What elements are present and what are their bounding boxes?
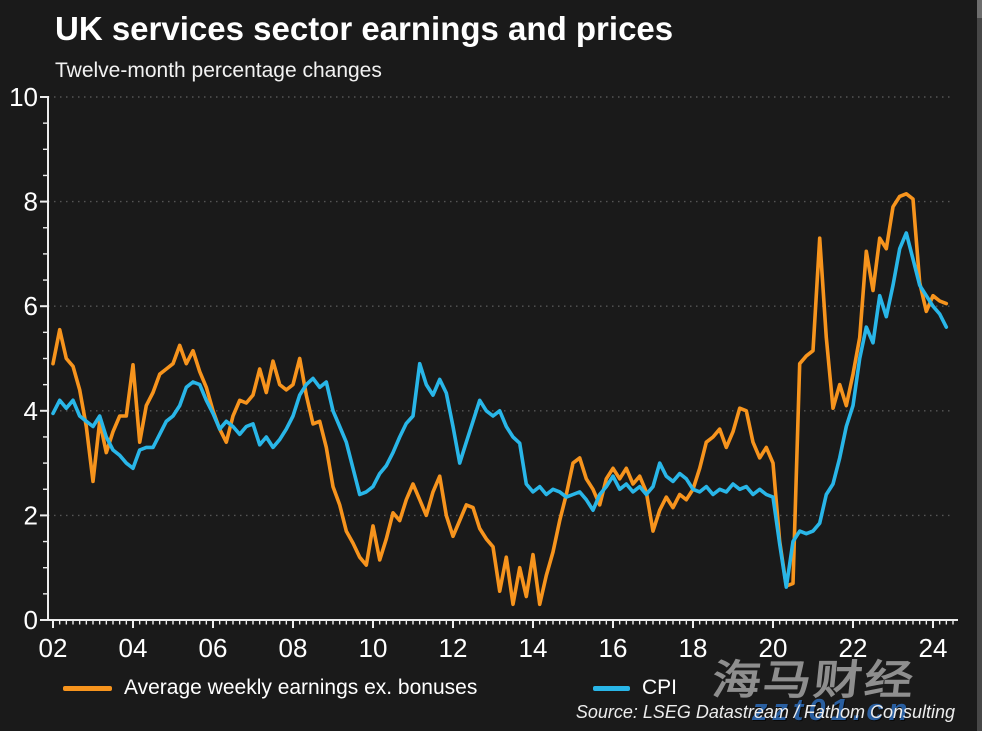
scrollbar-thumb[interactable] [977,0,982,18]
earnings-line-series [51,192,949,607]
svg-text:16: 16 [599,633,628,663]
svg-text:24: 24 [919,633,948,663]
cpi-line-series [51,231,949,589]
page-title: UK services sector earnings and prices [55,10,674,47]
cpi-legend-label: CPI [642,676,678,699]
x-axis-labels: 02 04 06 08 10 12 14 16 18 20 22 24 [39,633,948,663]
svg-text:10: 10 [9,82,38,112]
legend: Average weekly earnings ex. bonuses CPI [0,674,982,704]
svg-text:02: 02 [39,633,68,663]
svg-text:14: 14 [519,633,548,663]
y-axis-labels: 0 2 4 6 8 10 [9,82,38,635]
svg-text:08: 08 [279,633,308,663]
cpi-legend-swatch [593,685,630,691]
legend-item-cpi: CPI [593,674,677,702]
legend-item-earnings: Average weekly earnings ex. bonuses [63,674,477,702]
svg-text:20: 20 [759,633,788,663]
chart-subtitle: Twelve-month percentage changes [55,59,382,82]
earnings-legend-label: Average weekly earnings ex. bonuses [124,676,478,699]
svg-text:10: 10 [359,633,388,663]
svg-text:06: 06 [199,633,228,663]
svg-text:0: 0 [24,605,38,635]
axis-ticks [40,96,954,628]
svg-text:6: 6 [24,291,38,321]
svg-text:12: 12 [439,633,468,663]
svg-text:04: 04 [119,633,148,663]
scrollbar[interactable] [977,0,982,731]
earnings-legend-swatch [63,685,112,691]
svg-text:4: 4 [24,396,38,426]
source-attribution: Source: LSEG Datastream / Fathom Consult… [575,702,955,722]
svg-text:18: 18 [679,633,708,663]
svg-text:22: 22 [839,633,868,663]
svg-text:2: 2 [24,500,38,530]
svg-text:8: 8 [24,187,38,217]
